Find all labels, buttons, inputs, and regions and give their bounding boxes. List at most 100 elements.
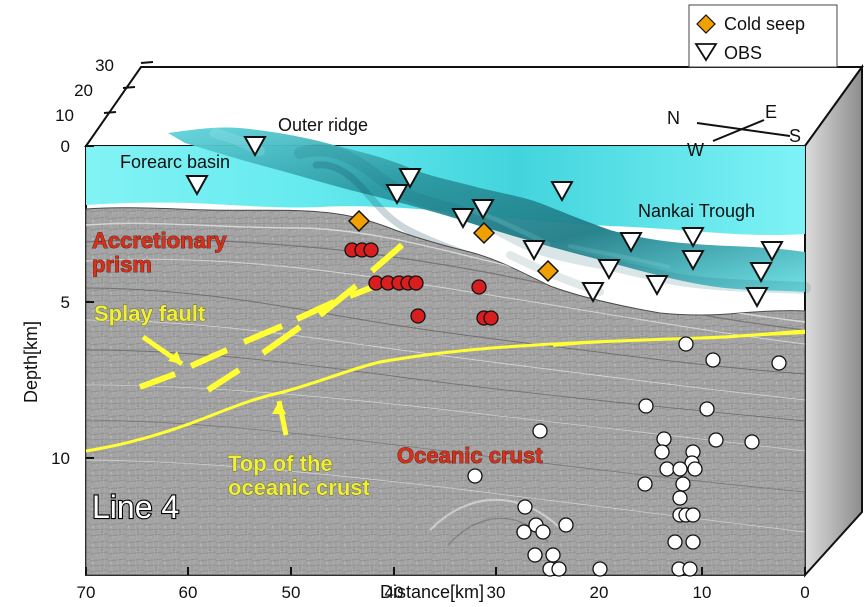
obs-marker [681, 250, 705, 272]
white-event-marker [667, 534, 683, 550]
white-event-marker [685, 534, 701, 550]
x-tick-label: 20 [590, 583, 609, 602]
z-tick-label: 30 [95, 56, 114, 75]
white-event-marker [517, 499, 533, 515]
outer-ridge-label: Outer ridge [278, 115, 368, 135]
fault-lines [85, 242, 806, 453]
red-event-marker [363, 242, 379, 258]
white-event-marker [638, 398, 654, 414]
white-event-marker [637, 476, 653, 492]
white-event-marker [654, 444, 670, 460]
white-event-marker [592, 561, 608, 577]
z-tick-label: 20 [74, 81, 93, 100]
cold-seep-marker [347, 209, 371, 233]
z-tick-label: 10 [55, 106, 74, 125]
y-tick-label: 5 [61, 293, 70, 312]
compass-axis-2 [712, 119, 765, 142]
obs-marker [243, 136, 267, 158]
legend-box [688, 4, 838, 68]
obs-marker [385, 184, 409, 206]
oceanic-crust-label: Oceanic crust [397, 443, 543, 468]
legend: Cold seep OBS [688, 4, 838, 68]
obs-marker [550, 181, 574, 203]
white-event-marker [558, 517, 574, 533]
white-event-marker [467, 468, 483, 484]
nankai-trough-label: Nankai Trough [638, 201, 755, 221]
obs-marker [451, 208, 475, 230]
white-event-marker [678, 336, 694, 352]
legend-obs-icon [694, 43, 718, 62]
cold-seep-marker [472, 221, 496, 245]
legend-cold-seep-icon [696, 14, 716, 34]
compass-south: S [789, 126, 801, 146]
x-tick-label: 70 [77, 583, 96, 602]
x-tick-label: 30 [487, 583, 506, 602]
arrows [141, 334, 289, 436]
obs-marker [522, 240, 546, 262]
y-axis-title: Depth[km] [21, 321, 41, 403]
white-event-marker [682, 561, 698, 577]
obs-marker [681, 227, 705, 249]
obs-marker [185, 175, 209, 197]
white-event-marker [687, 461, 703, 477]
red-event-marker [483, 310, 499, 326]
obs-marker [398, 168, 422, 190]
compass-east: E [765, 102, 777, 122]
white-event-marker [656, 431, 672, 447]
z-tick-mark [103, 111, 117, 114]
forearc-basin-label: Forearc basin [120, 152, 230, 172]
top-oceanic-crust-label: Top of the oceanic crust [228, 451, 371, 500]
white-event-marker [685, 507, 701, 523]
x-tick-label: 0 [800, 583, 809, 602]
white-event-marker [516, 524, 532, 540]
white-event-marker [699, 401, 715, 417]
x-tick-label: 50 [282, 583, 301, 602]
seismic-profile [85, 207, 806, 576]
y-tick-label: 0 [61, 137, 70, 156]
white-event-marker [551, 561, 567, 577]
x-tick-label: 10 [693, 583, 712, 602]
obs-marker [471, 199, 495, 221]
white-event-marker [672, 461, 688, 477]
labels: Outer ridge Forearc basin Nankai Trough Acc… [91, 115, 755, 526]
legend-obs-label: OBS [724, 43, 762, 63]
obs-marker [645, 275, 669, 297]
white-event-marker [675, 476, 691, 492]
x-axis-title: Distance[km] [380, 582, 484, 602]
white-event-marker [744, 434, 760, 450]
compass-north: N [667, 108, 680, 128]
x-tick-label: 60 [179, 583, 198, 602]
x-tick-label: 40 [385, 583, 404, 602]
white-event-marker [705, 352, 721, 368]
splay-fault-label: Splay fault [94, 301, 206, 326]
compass: N E W S [667, 102, 801, 160]
white-event-marker [708, 432, 724, 448]
z-tick-mark [122, 86, 136, 89]
red-event-marker [408, 275, 424, 291]
white-event-marker [672, 490, 688, 506]
cold-seep-marker [536, 259, 560, 283]
obs-marker [749, 262, 773, 284]
axes: 70 60 50 40 30 20 10 00510102030Distance[km]Dep… [21, 56, 810, 602]
white-event-marker [545, 547, 561, 563]
obs-marker [597, 259, 621, 281]
y-tick-label: 10 [51, 449, 70, 468]
white-event-marker [527, 547, 543, 563]
white-event-marker [771, 355, 787, 371]
obs-marker [745, 287, 769, 309]
white-event-marker [532, 423, 548, 439]
obs-marker [619, 232, 643, 254]
line-label: Line 4 [92, 489, 179, 525]
white-event-marker [659, 461, 675, 477]
obs-marker [581, 282, 605, 304]
accretionary-prism-label: Accretionary prism [92, 228, 227, 277]
legend-cold-seep-label: Cold seep [724, 14, 805, 34]
obs-marker [760, 241, 784, 263]
red-event-marker [471, 279, 487, 295]
z-tick-mark [140, 61, 154, 64]
compass-west: W [687, 140, 704, 160]
red-event-marker [410, 308, 426, 324]
markers [185, 136, 787, 577]
